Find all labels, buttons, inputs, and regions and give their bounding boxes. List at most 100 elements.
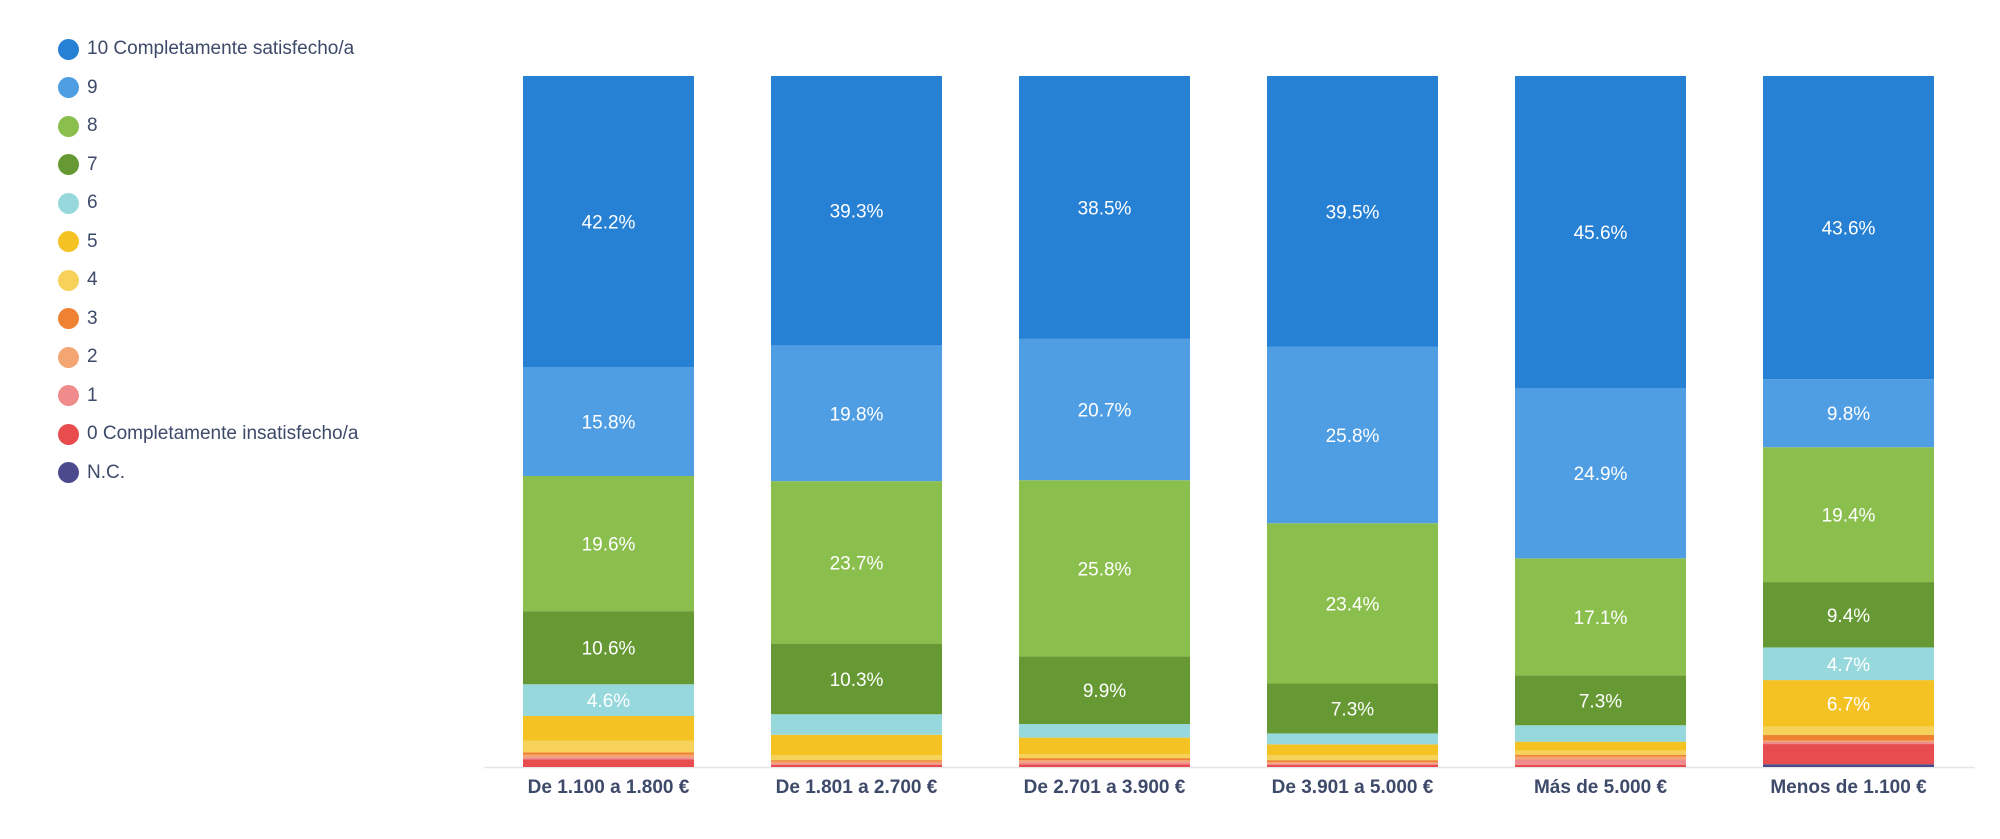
data-label: 24.9% (1574, 464, 1628, 485)
data-label: 6.7% (1827, 694, 1870, 715)
bar-segment-6[interactable] (1019, 723, 1190, 738)
bar-segment-0-completamente-insatisfecho-a[interactable] (1515, 764, 1686, 767)
bar-segment-7[interactable] (1515, 675, 1686, 726)
bar-segment-3[interactable] (1267, 760, 1438, 763)
legend-item-9[interactable]: 9 (58, 69, 438, 108)
bar-segment-n-c[interactable] (1763, 764, 1934, 767)
bar-stack-mas-de-5-000: 7.3% 17.1% 24.9% 45.6% (1515, 76, 1686, 767)
legend-item-4[interactable]: 4 (58, 261, 438, 300)
bar-segment-7[interactable] (523, 611, 694, 685)
bar-segment-10-completamente-satisfecho-a[interactable] (523, 76, 694, 368)
bar-segment-4[interactable] (1019, 754, 1190, 759)
bar-segment-5[interactable] (1515, 741, 1686, 751)
bar-segment-3[interactable] (1515, 754, 1686, 757)
bar-segment-10-completamente-satisfecho-a[interactable] (1763, 76, 1934, 380)
bar-segment-3[interactable] (1763, 735, 1934, 741)
legend-item-5[interactable]: 5 (58, 223, 438, 262)
bar-segment-0-completamente-insatisfecho-a[interactable] (523, 759, 694, 767)
bar-segment-4[interactable] (1763, 726, 1934, 736)
data-label: 10.3% (830, 670, 884, 691)
bar-segment-10-completamente-satisfecho-a[interactable] (1267, 76, 1438, 347)
bar-segment-4[interactable] (523, 740, 694, 753)
bar-segment-5[interactable] (771, 734, 942, 756)
bar-segment-9[interactable] (523, 367, 694, 476)
legend-item-n-c[interactable]: N.C. (58, 454, 438, 493)
bar-segment-8[interactable] (1515, 558, 1686, 676)
bar-segment-2[interactable] (523, 754, 694, 758)
bar-segment-8[interactable] (1019, 480, 1190, 657)
legend-marker (58, 154, 79, 176)
chart-legend: 10 Completamente satisfecho/a 9 8 7 6 5 4 3 2 1 0 … (58, 30, 438, 492)
bar-segment-8[interactable] (1267, 523, 1438, 684)
bar-segment-3[interactable] (523, 752, 694, 755)
legend-label: 3 (87, 307, 98, 329)
bar-segment-7[interactable] (1763, 582, 1934, 648)
bar-segment-0-completamente-insatisfecho-a[interactable] (1019, 764, 1190, 767)
bar-segment-1[interactable] (1267, 763, 1438, 765)
bar-segment-9[interactable] (1515, 387, 1686, 559)
bar-segment-4[interactable] (1267, 755, 1438, 761)
bar-segment-5[interactable] (1763, 680, 1934, 727)
bar-segment-9[interactable] (1019, 338, 1190, 481)
bar-segment-1[interactable] (771, 763, 942, 765)
bar-segment-1[interactable] (1763, 741, 1934, 745)
data-label: 23.7% (830, 553, 884, 574)
data-label: 23.4% (1326, 594, 1380, 615)
legend-item-3[interactable]: 3 (58, 300, 438, 339)
bar-segment-2[interactable] (1763, 740, 1934, 742)
bar-segment-6[interactable] (771, 714, 942, 735)
legend-label: 4 (87, 269, 98, 291)
bar-segment-7[interactable] (1019, 656, 1190, 724)
bar-segment-9[interactable] (1267, 346, 1438, 524)
legend-item-1[interactable]: 1 (58, 377, 438, 416)
bar-segment-3[interactable] (1019, 758, 1190, 761)
bar-segment-5[interactable] (1267, 744, 1438, 756)
bar-segment-3[interactable] (771, 760, 942, 762)
bar-segment-1[interactable] (523, 757, 694, 760)
bar-segment-10-completamente-satisfecho-a[interactable] (1019, 76, 1190, 339)
legend-item-2[interactable]: 2 (58, 338, 438, 377)
x-tick-label: Menos de 1.100 € (1770, 777, 1927, 798)
bar-segment-8[interactable] (1763, 447, 1934, 583)
legend-marker (58, 77, 79, 99)
bar-segment-0-completamente-insatisfecho-a[interactable] (1763, 744, 1934, 765)
bar-segment-2[interactable] (1019, 760, 1190, 763)
legend-item-0-completamente-insatisfecho-a[interactable]: 0 Completamente insatisfecho/a (58, 415, 438, 454)
bar-segment-2[interactable] (1515, 756, 1686, 760)
bar-segment-8[interactable] (771, 481, 942, 644)
legend-label: 8 (87, 115, 98, 137)
bar-stack-de-1-100-a-1-800: 4.6% 10.6% 19.6% 15.8% 42.2% (523, 76, 694, 767)
bar-segment-10-completamente-satisfecho-a[interactable] (1515, 76, 1686, 388)
bar-segment-6[interactable] (1763, 647, 1934, 681)
legend-item-7[interactable]: 7 (58, 146, 438, 185)
data-label: 39.3% (830, 202, 884, 223)
bar-segment-9[interactable] (1763, 379, 1934, 448)
bar-segment-2[interactable] (1267, 762, 1438, 764)
legend-item-10-completamente-satisfecho-a[interactable]: 10 Completamente satisfecho/a (58, 30, 438, 69)
bar-segment-7[interactable] (771, 643, 942, 715)
bar-segment-10-completamente-satisfecho-a[interactable] (771, 76, 942, 346)
bar-segment-9[interactable] (771, 345, 942, 482)
bar-segment-5[interactable] (523, 715, 694, 741)
bar-segment-1[interactable] (1019, 762, 1190, 765)
legend-item-6[interactable]: 6 (58, 184, 438, 223)
bar-segment-6[interactable] (523, 684, 694, 716)
bar-segment-4[interactable] (771, 755, 942, 761)
bar-segment-7[interactable] (1267, 683, 1438, 734)
bar-segment-2[interactable] (771, 761, 942, 764)
bar-segment-1[interactable] (1515, 759, 1686, 765)
legend-item-8[interactable]: 8 (58, 107, 438, 146)
bar-segment-0-completamente-insatisfecho-a[interactable] (771, 764, 942, 767)
bar-segment-5[interactable] (1019, 737, 1190, 755)
data-label: 9.8% (1827, 404, 1870, 425)
data-label: 19.8% (830, 404, 884, 425)
legend-label: 7 (87, 153, 98, 175)
bar-segment-4[interactable] (1515, 750, 1686, 755)
data-label: 4.7% (1827, 655, 1870, 676)
bar-segment-6[interactable] (1515, 725, 1686, 742)
bar-segment-6[interactable] (1267, 733, 1438, 745)
legend-label: 10 Completamente satisfecho/a (87, 38, 355, 60)
legend-label: 2 (87, 346, 98, 368)
bar-segment-8[interactable] (523, 475, 694, 612)
bar-segment-0-completamente-insatisfecho-a[interactable] (1267, 764, 1438, 767)
